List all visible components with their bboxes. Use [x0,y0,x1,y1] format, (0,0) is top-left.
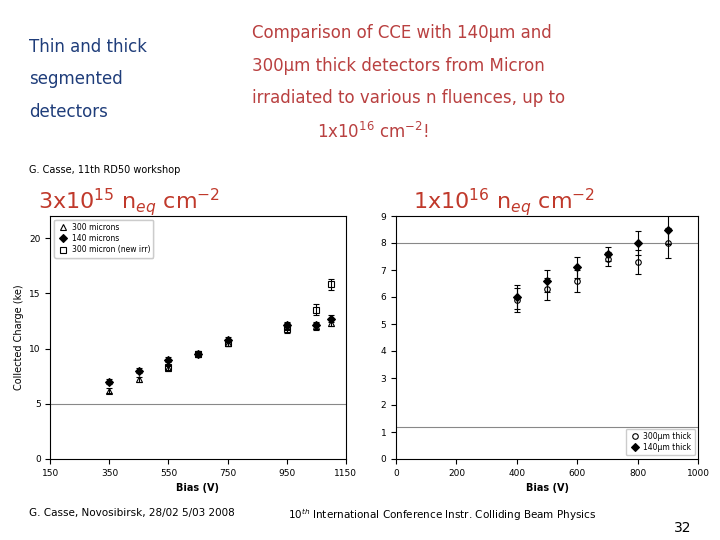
Legend: 300μm thick, 140μm thick: 300μm thick, 140μm thick [626,429,695,455]
Text: G. Casse, Novosibirsk, 28/02 5/03 2008: G. Casse, Novosibirsk, 28/02 5/03 2008 [29,508,235,518]
Text: irradiated to various n fluences, up to: irradiated to various n fluences, up to [252,89,565,107]
Text: G. Casse, 11th RD50 workshop: G. Casse, 11th RD50 workshop [29,165,180,175]
Text: 300μm thick detectors from Micron: 300μm thick detectors from Micron [252,57,545,75]
Text: 1x10$^{16}$ n$_{eq}$ cm$^{-2}$: 1x10$^{16}$ n$_{eq}$ cm$^{-2}$ [413,186,595,218]
Text: 3x10$^{15}$ n$_{eq}$ cm$^{-2}$: 3x10$^{15}$ n$_{eq}$ cm$^{-2}$ [38,186,221,218]
Text: 1x10$^{16}$ cm$^{-2}$!: 1x10$^{16}$ cm$^{-2}$! [317,122,428,141]
Text: detectors: detectors [29,103,108,120]
Text: Thin and thick: Thin and thick [29,38,147,56]
X-axis label: Bias (V): Bias (V) [176,483,220,493]
Text: 32: 32 [674,521,691,535]
Text: segmented: segmented [29,70,122,88]
Text: 10$^{th}$ International Conference Instr. Colliding Beam Physics: 10$^{th}$ International Conference Instr… [288,508,596,523]
Legend: 300 microns, 140 microns, 300 micron (new irr): 300 microns, 140 microns, 300 micron (ne… [54,220,153,258]
X-axis label: Bias (V): Bias (V) [526,483,569,493]
Text: Comparison of CCE with 140μm and: Comparison of CCE with 140μm and [252,24,552,42]
Y-axis label: Collected Charge (ke): Collected Charge (ke) [14,285,24,390]
